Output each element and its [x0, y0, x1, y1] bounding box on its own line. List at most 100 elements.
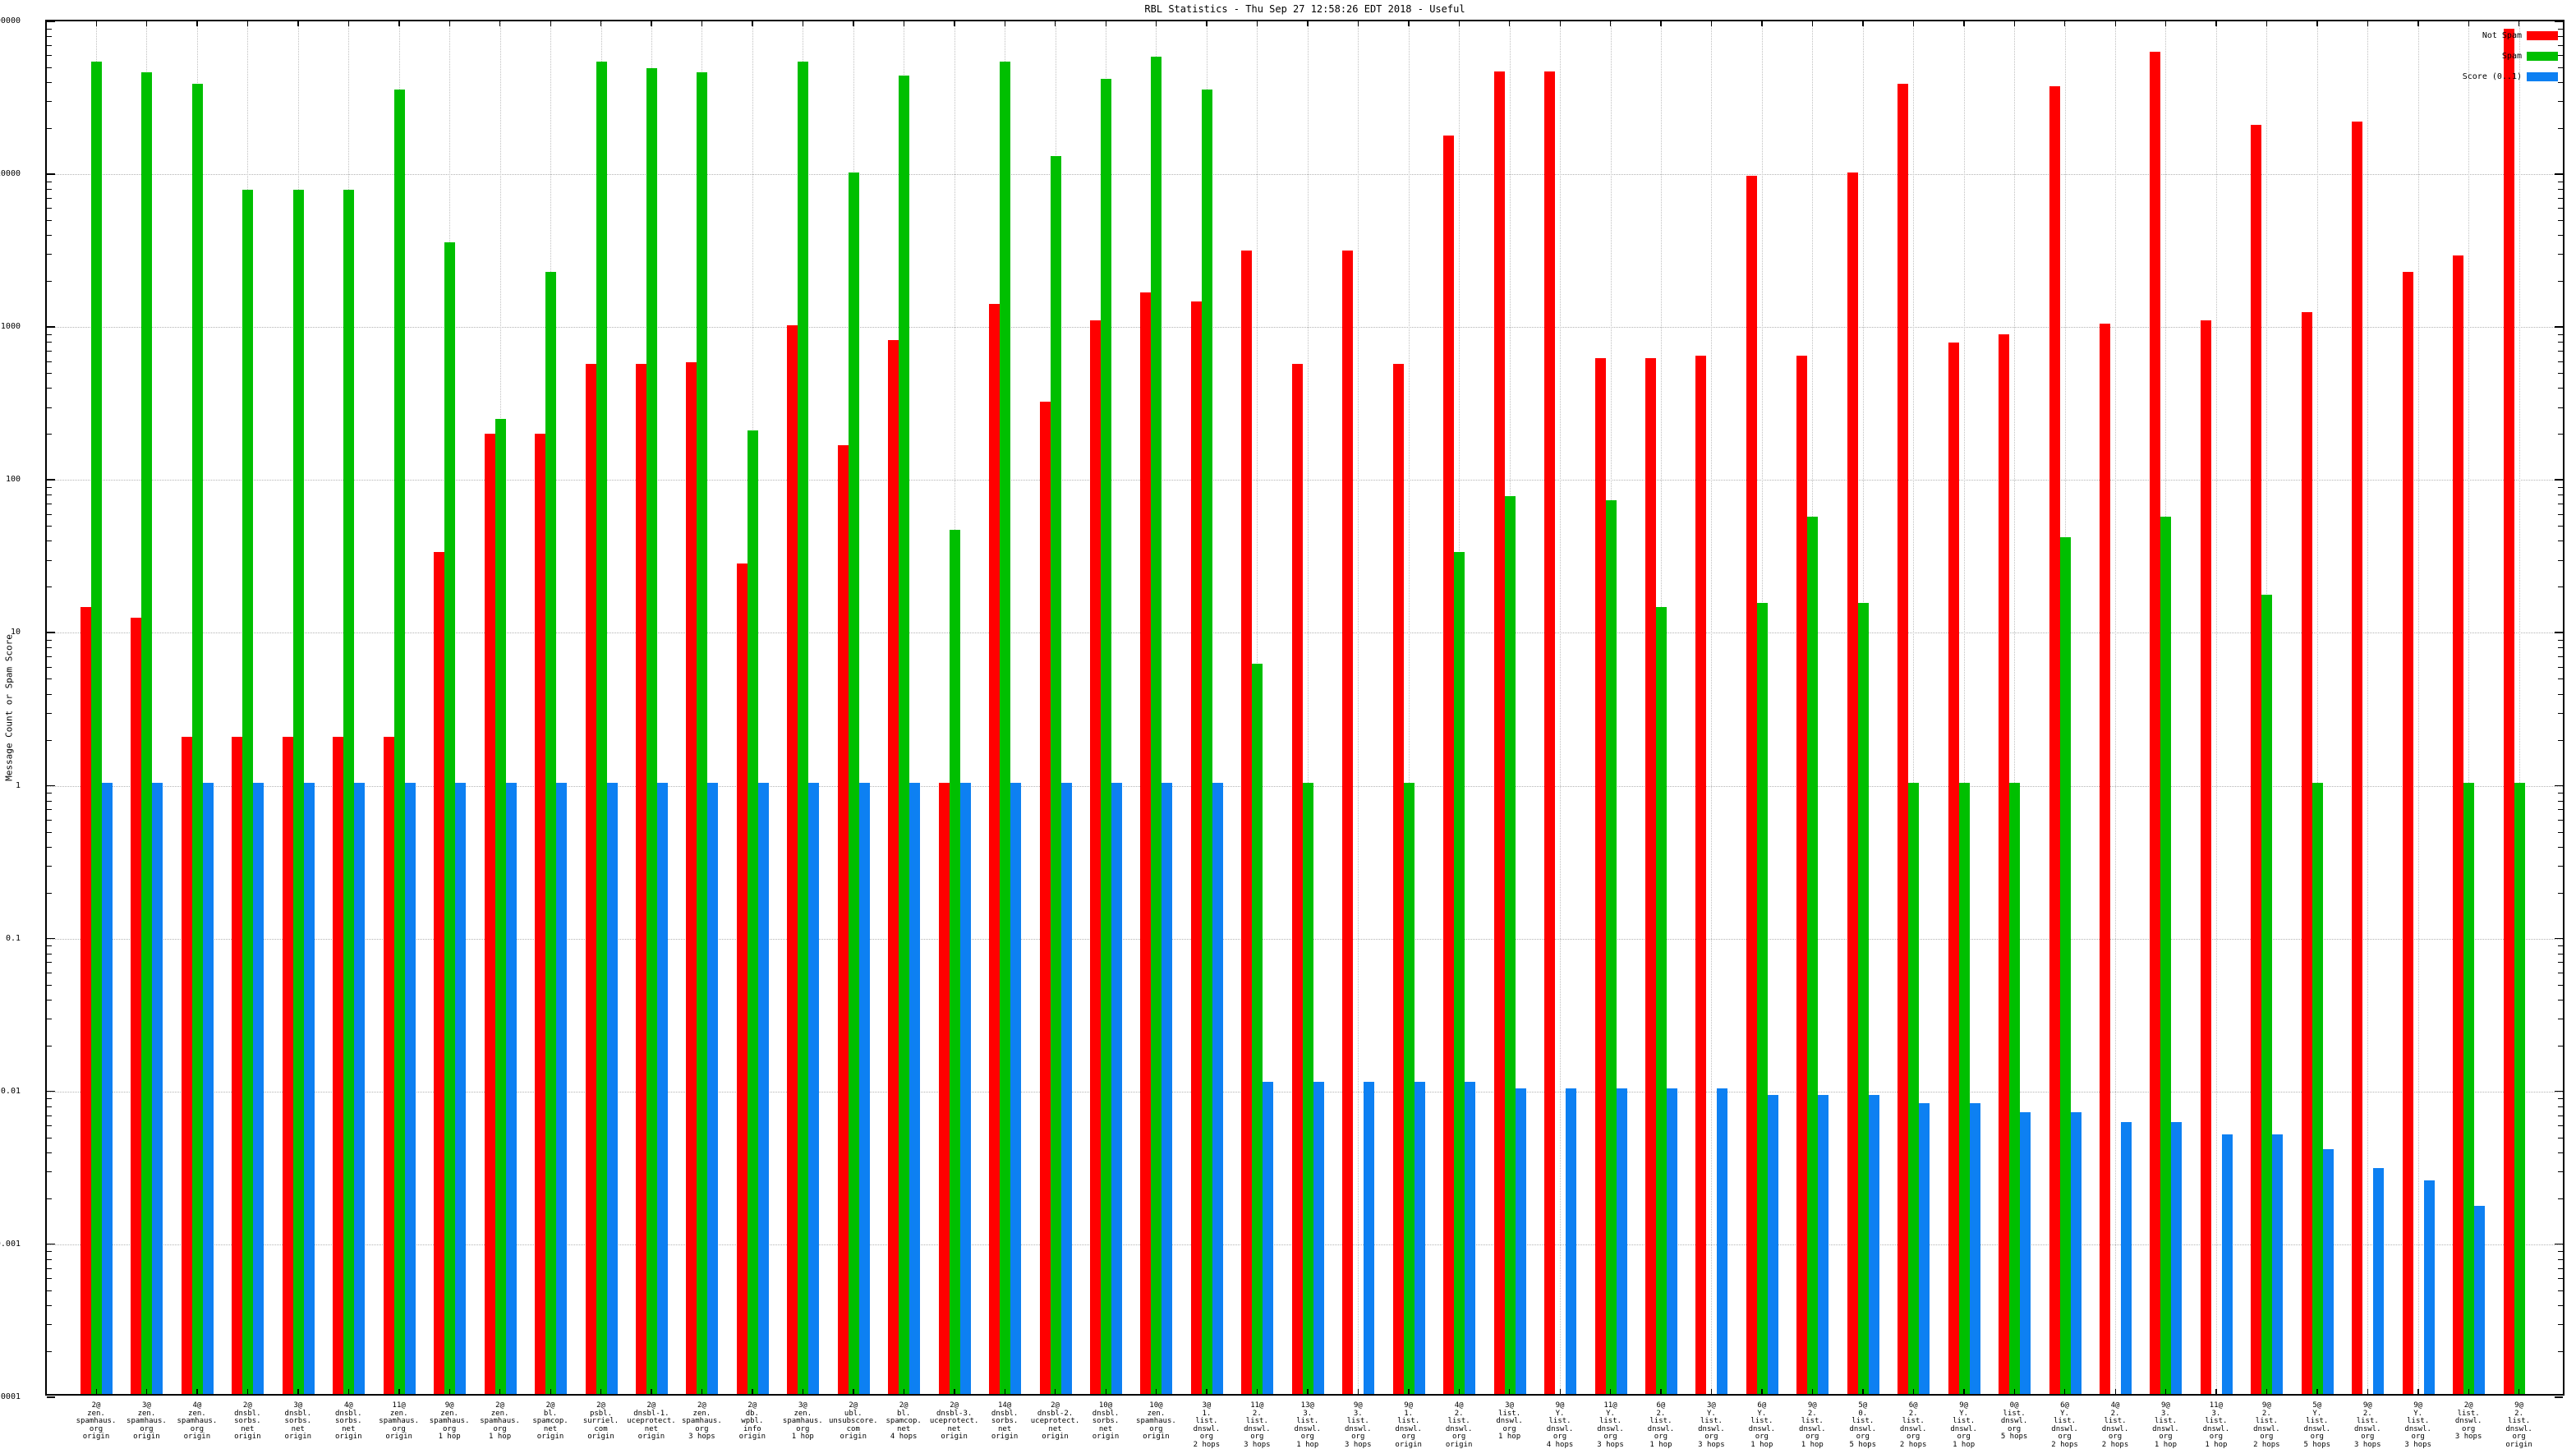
y-major-tick-left — [47, 21, 55, 22]
bar-spam — [1605, 500, 1617, 1394]
y-minor-tick-right — [2558, 1171, 2563, 1173]
x-group-label: 5@ 0. list. dnswl. org 5 hops — [1849, 1401, 1876, 1449]
y-minor-tick-right — [2558, 388, 2563, 389]
y-minor-tick-right — [2558, 666, 2563, 668]
y-tick-label: 100000 — [0, 16, 21, 25]
y-minor-tick-right — [2558, 373, 2563, 375]
x-gridline — [2215, 21, 2217, 1394]
bar-score — [404, 782, 416, 1394]
bar-not-spam — [1644, 357, 1656, 1394]
x-tick-bottom — [1408, 1389, 1410, 1394]
bar-not-spam — [1847, 172, 1858, 1394]
y-minor-tick-left — [47, 809, 52, 811]
y-major-tick-right — [2555, 173, 2563, 175]
bar-score — [102, 782, 113, 1394]
x-group-label: 9@ Y. list. dnswl. org 1 hop — [1950, 1401, 1977, 1449]
y-minor-tick-left — [47, 1350, 52, 1352]
x-tick-bottom — [2114, 1389, 2116, 1394]
x-group-label: 3@ zen. spamhaus. org 1 hop — [782, 1401, 823, 1441]
x-tick-top — [1710, 21, 1713, 26]
x-gridline — [2417, 21, 2419, 1394]
y-minor-tick-right — [2558, 1152, 2563, 1153]
x-tick-top — [2215, 21, 2217, 26]
bar-score — [202, 782, 214, 1394]
x-tick-bottom — [1610, 1389, 1612, 1394]
x-gridline — [1358, 21, 1359, 1394]
bar-score — [707, 782, 719, 1394]
bar-spam — [2059, 537, 2071, 1394]
x-tick-top — [347, 21, 350, 26]
y-gridline — [47, 174, 2563, 176]
bar-spam — [949, 529, 960, 1394]
x-group-label: 9@ zen. spamhaus. org 1 hop — [429, 1401, 470, 1441]
x-tick-bottom — [550, 1389, 551, 1394]
x-tick-bottom — [1509, 1389, 1511, 1394]
y-minor-tick-right — [2558, 1324, 2563, 1326]
x-gridline — [2468, 21, 2470, 1394]
x-tick-top — [398, 21, 400, 26]
x-tick-top — [1761, 21, 1763, 26]
y-minor-tick-left — [47, 334, 52, 335]
y-major-tick-left — [47, 1396, 55, 1398]
x-tick-top — [1155, 21, 1157, 26]
y-tick-label: 1000 — [0, 322, 21, 332]
x-group-label: 2@ psbl. surriel. com origin — [582, 1401, 619, 1441]
x-group-label: 9@ 2. list. dnswl. org 2 hops — [2253, 1401, 2280, 1449]
y-minor-tick-left — [47, 846, 52, 848]
y-major-tick-left — [47, 632, 55, 634]
x-group-label: 3@ Y. list. dnswl. org 3 hops — [1698, 1401, 1725, 1449]
bar-not-spam — [1898, 84, 1909, 1394]
x-tick-top — [2164, 21, 2167, 26]
y-minor-tick-left — [47, 434, 52, 435]
x-group-label: 6@ 2. list. dnswl. org 1 hop — [1647, 1401, 1675, 1449]
bar-spam — [242, 190, 254, 1394]
y-minor-tick-left — [47, 361, 52, 362]
y-minor-tick-right — [2558, 407, 2563, 408]
y-minor-tick-left — [47, 36, 52, 38]
x-tick-bottom — [1862, 1389, 1864, 1394]
bar-spam — [1655, 607, 1667, 1394]
x-group-label: 11@ 3. list. dnswl. org 1 hop — [2202, 1401, 2230, 1449]
bar-not-spam — [736, 564, 748, 1394]
bar-score — [1616, 1088, 1627, 1394]
y-minor-tick-right — [2558, 819, 2563, 821]
x-tick-bottom — [1206, 1389, 1208, 1394]
x-group-label: 4@ dnsbl. sorbs. net origin — [334, 1401, 362, 1441]
x-tick-top — [2468, 21, 2470, 26]
bar-score — [2423, 1180, 2435, 1394]
x-group-label: 9@ Y. list. dnswl. org 3 hops — [2404, 1401, 2431, 1449]
bar-score — [2121, 1122, 2132, 1394]
y-minor-tick-left — [47, 639, 52, 641]
y-tick-label: 0.01 — [0, 1086, 21, 1096]
x-gridline — [1307, 21, 1309, 1394]
bar-spam — [494, 418, 506, 1394]
y-minor-tick-right — [2558, 128, 2563, 130]
x-tick-bottom — [145, 1389, 148, 1394]
bar-score — [1868, 1095, 1879, 1394]
bar-score — [1010, 782, 1022, 1394]
x-group-label: 4@ zen. spamhaus. org origin — [177, 1401, 218, 1441]
y-major-tick-right — [2555, 632, 2563, 634]
y-minor-tick-right — [2558, 559, 2563, 561]
y-minor-tick-left — [47, 831, 52, 833]
bar-spam — [1454, 552, 1465, 1394]
y-minor-tick-right — [2558, 82, 2563, 84]
x-tick-bottom — [1660, 1389, 1662, 1394]
bar-not-spam — [2150, 52, 2161, 1394]
y-minor-tick-left — [47, 1251, 52, 1253]
bar-score — [2272, 1134, 2284, 1394]
x-group-label: 13@ 3. list. dnswl. org 1 hop — [1294, 1401, 1322, 1449]
x-gridline — [1913, 21, 1915, 1394]
bar-spam — [91, 61, 102, 1394]
y-major-tick-right — [2555, 937, 2563, 940]
y-minor-tick-left — [47, 407, 52, 408]
y-minor-tick-left — [47, 1125, 52, 1127]
y-minor-tick-left — [47, 819, 52, 821]
y-minor-tick-right — [2558, 739, 2563, 741]
y-major-tick-right — [2555, 1090, 2563, 1092]
bar-score — [606, 782, 618, 1394]
y-minor-tick-right — [2558, 434, 2563, 435]
y-minor-tick-right — [2558, 1258, 2563, 1260]
bar-score — [2070, 1111, 2082, 1394]
